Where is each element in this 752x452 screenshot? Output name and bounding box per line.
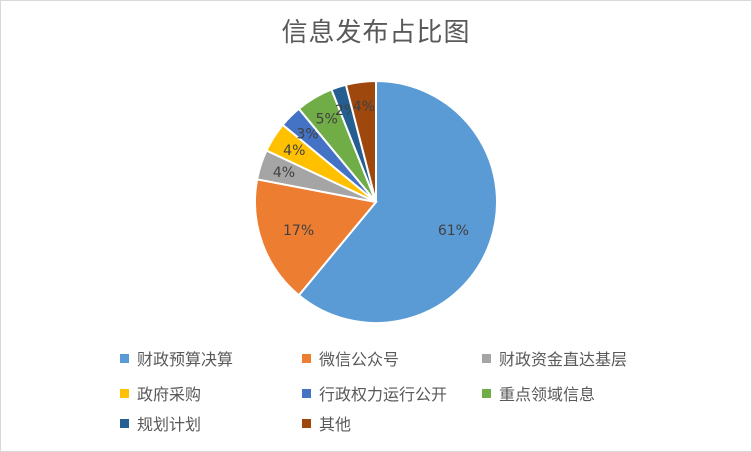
pie-label-procurement: 4%	[283, 143, 305, 159]
legend-label: 财政资金直达基层	[499, 350, 628, 369]
pie-label-key-areas: 5%	[316, 112, 338, 128]
legend-swatch	[120, 419, 129, 428]
legend-item-admin-power: 行政权力运行公开	[302, 381, 447, 405]
pie-slice-wechat	[254, 178, 378, 297]
legend-label: 微信公众号	[319, 350, 400, 369]
legend-swatch	[302, 354, 311, 363]
legend-swatch	[120, 354, 129, 363]
legend-item-procurement: 政府采购	[120, 381, 201, 405]
pie-label-other: 4%	[353, 99, 375, 115]
legend-label: 其他	[319, 415, 352, 434]
legend-item-other: 其他	[302, 411, 351, 435]
chart-title: 信息发布占比图	[281, 18, 471, 48]
legend-swatch	[482, 389, 491, 398]
pie-label-direct-funds: 4%	[273, 165, 295, 181]
pie-slice-budget	[297, 79, 498, 324]
legend-swatch	[120, 389, 129, 398]
legend-label: 财政预算决算	[137, 350, 234, 369]
pie-label-admin-power: 3%	[296, 127, 318, 143]
legend-label: 重点领域信息	[499, 385, 596, 404]
legend-swatch	[482, 354, 491, 363]
legend-item-planning: 规划计划	[120, 411, 201, 435]
legend-swatch	[302, 389, 311, 398]
pie-label-wechat: 17%	[283, 223, 314, 239]
legend-label: 行政权力运行公开	[319, 385, 448, 404]
legend-item-key-areas: 重点领域信息	[482, 381, 595, 405]
legend-item-budget: 财政预算决算	[120, 346, 233, 370]
pie-slice-other	[344, 79, 377, 203]
pie-label-budget: 61%	[438, 223, 469, 239]
legend-item-direct-funds: 财政资金直达基层	[482, 346, 627, 370]
legend-item-wechat: 微信公众号	[302, 346, 399, 370]
legend-label: 政府采购	[137, 385, 202, 404]
legend-label: 规划计划	[137, 415, 202, 434]
legend-swatch	[302, 419, 311, 428]
